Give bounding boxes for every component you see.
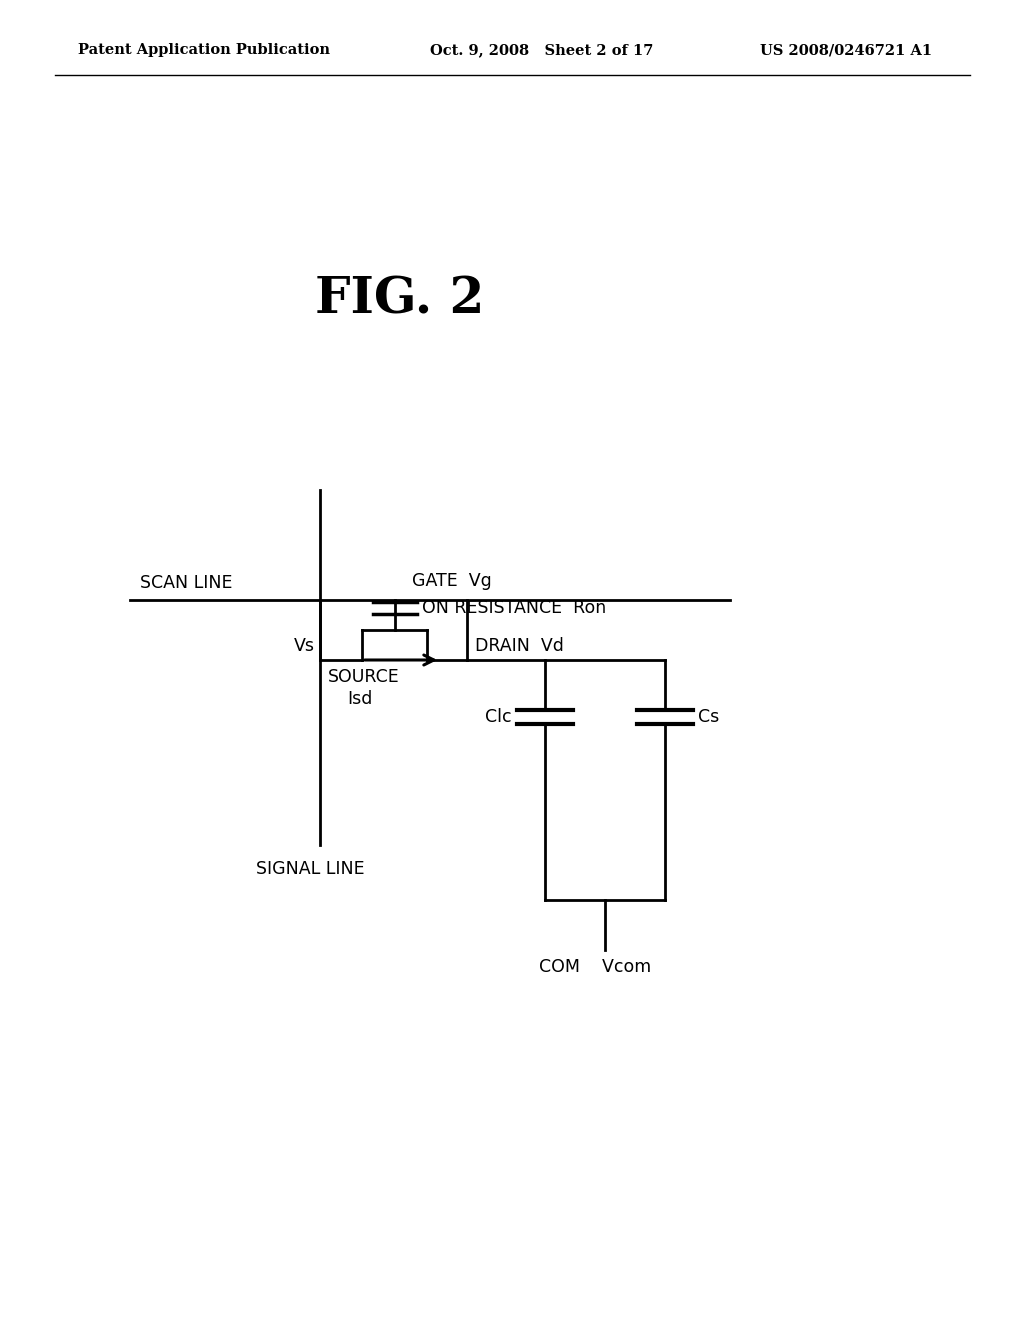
Text: Cs: Cs bbox=[698, 708, 719, 726]
Text: SIGNAL LINE: SIGNAL LINE bbox=[256, 861, 365, 878]
Text: SCAN LINE: SCAN LINE bbox=[140, 574, 232, 591]
Text: Clc: Clc bbox=[485, 708, 512, 726]
Text: Isd: Isd bbox=[347, 690, 373, 708]
Text: US 2008/0246721 A1: US 2008/0246721 A1 bbox=[760, 44, 932, 57]
Text: Patent Application Publication: Patent Application Publication bbox=[78, 44, 330, 57]
Text: GATE  Vg: GATE Vg bbox=[412, 572, 492, 590]
Text: DRAIN  Vd: DRAIN Vd bbox=[475, 638, 564, 655]
Text: ON RESISTANCE  Ron: ON RESISTANCE Ron bbox=[423, 599, 607, 616]
Text: FIG. 2: FIG. 2 bbox=[315, 276, 484, 325]
Text: SOURCE: SOURCE bbox=[328, 668, 399, 686]
Text: COM    Vcom: COM Vcom bbox=[539, 958, 651, 975]
Text: Vs: Vs bbox=[294, 638, 315, 655]
Text: Oct. 9, 2008   Sheet 2 of 17: Oct. 9, 2008 Sheet 2 of 17 bbox=[430, 44, 653, 57]
